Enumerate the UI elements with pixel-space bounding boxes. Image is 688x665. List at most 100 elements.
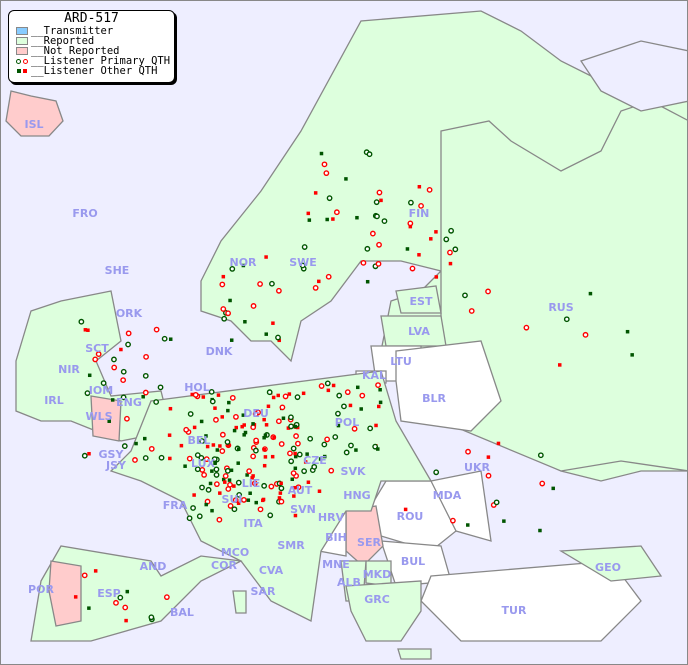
listener-other-qth <box>254 500 258 505</box>
listener-other-qth <box>405 247 410 251</box>
listener-primary-qth <box>250 303 257 309</box>
listener-other-qth <box>232 484 236 488</box>
listener-other-qth <box>167 433 172 437</box>
listener-primary-qth <box>290 445 297 452</box>
listener-primary-qth <box>366 151 373 158</box>
listener-other-qth <box>223 480 227 484</box>
listener-other-qth <box>355 215 359 220</box>
listener-primary-qth <box>282 393 289 400</box>
listener-primary-qth <box>183 426 190 433</box>
listener-other-qth <box>306 211 311 216</box>
listener-primary-qth <box>220 306 227 312</box>
country-label-nor: NOR <box>229 256 257 269</box>
listener-primary-qth <box>268 483 275 490</box>
listener-other-qth <box>266 404 271 409</box>
listener-primary-qth <box>163 594 170 601</box>
listener-primary-qth <box>111 356 117 363</box>
listener-other-qth <box>448 261 453 266</box>
listener-other-qth <box>292 494 296 498</box>
country-label-tur: TUR <box>502 604 527 617</box>
country-label-pol: POL <box>335 416 359 429</box>
listener-other-qth <box>242 423 246 427</box>
listener-primary-qth <box>294 394 301 401</box>
listener-other-qth <box>228 298 232 303</box>
listener-other-qth <box>218 444 222 448</box>
listener-primary-qth <box>196 513 203 520</box>
listener-primary-qth <box>288 423 295 430</box>
listener-primary-qth <box>360 259 367 266</box>
listener-primary-qth <box>433 469 440 476</box>
listener-other-qth <box>204 502 208 507</box>
listener-primary-qth <box>224 439 231 445</box>
country-label-est: EST <box>410 295 433 308</box>
listener-primary-qth <box>311 463 318 470</box>
listener-other-qth <box>141 394 145 399</box>
country-label-esp: ESP <box>97 587 121 600</box>
listener-primary-qth <box>142 389 149 396</box>
listener-primary-qth <box>333 209 340 216</box>
sea-white <box>579 40 687 112</box>
country-label-ork: ORK <box>116 307 143 320</box>
listener-other-qth <box>110 398 115 402</box>
legend-other-qth: __Listener Other QTH <box>9 66 174 76</box>
listener-primary-qth <box>408 199 414 206</box>
listener-other-qth <box>204 434 208 438</box>
listener-other-qth <box>313 191 318 195</box>
listener-primary-qth <box>287 450 293 457</box>
primary-qth-icon <box>16 58 28 64</box>
listener-primary-qth <box>100 380 107 387</box>
listener-primary-qth <box>241 497 247 503</box>
listener-primary-qth <box>246 468 253 475</box>
country-label-rus: RUS <box>548 301 573 314</box>
listener-other-qth <box>344 177 348 181</box>
country-label-bal: BAL <box>170 606 194 619</box>
listener-primary-qth <box>232 497 239 503</box>
listener-primary-qth <box>266 389 273 396</box>
listener-other-qth <box>220 415 224 419</box>
listener-primary-qth <box>227 481 233 488</box>
listener-other-qth <box>331 217 335 221</box>
listener-other-qth <box>210 508 214 513</box>
listener-primary-qth <box>92 356 99 363</box>
listener-other-qth <box>305 452 309 456</box>
listener-primary-qth <box>348 442 354 449</box>
legend-label: __Listener Other QTH <box>31 65 158 77</box>
listener-other-qth <box>286 426 291 430</box>
listener-other-qth <box>272 435 276 440</box>
listener-primary-qth <box>213 416 219 423</box>
listener-other-qth <box>234 425 238 430</box>
listener-other-qth <box>216 393 221 397</box>
listener-primary-qth <box>143 353 149 360</box>
listener-other-qth <box>215 448 220 452</box>
listener-primary-qth <box>375 382 381 388</box>
listener-primary-qth <box>321 441 328 448</box>
listener-primary-qth <box>253 437 260 444</box>
listener-other-qth <box>307 218 312 222</box>
listener-primary-qth <box>142 455 149 461</box>
listener-primary-qth <box>153 326 160 333</box>
listener-other-qth <box>264 423 269 427</box>
country-label-ukr: UKR <box>464 461 490 474</box>
listener-other-qth <box>242 433 246 437</box>
listener-primary-qth <box>325 273 332 280</box>
country-label-svk: SVK <box>341 465 366 478</box>
listener-primary-qth <box>250 424 257 431</box>
listener-other-qth <box>208 481 213 486</box>
listener-primary-qth <box>125 330 132 337</box>
listener-other-qth <box>293 513 298 518</box>
country-label-mco: MCO <box>221 546 249 559</box>
listener-other-qth <box>236 501 241 506</box>
listener-other-qth <box>292 485 297 490</box>
listener-other-qth <box>213 406 217 410</box>
listener-other-qth <box>365 279 370 284</box>
listener-primary-qth <box>465 448 471 455</box>
listener-other-qth <box>417 184 422 189</box>
listener-other-qth <box>168 406 173 411</box>
listener-primary-qth <box>426 186 433 193</box>
listener-primary-qth <box>261 482 268 489</box>
listener-primary-qth <box>229 266 236 272</box>
not-reported-swatch <box>16 47 28 55</box>
listener-other-qth <box>625 329 630 334</box>
listener-other-qth <box>336 423 341 428</box>
listener-primary-qth <box>493 499 500 506</box>
